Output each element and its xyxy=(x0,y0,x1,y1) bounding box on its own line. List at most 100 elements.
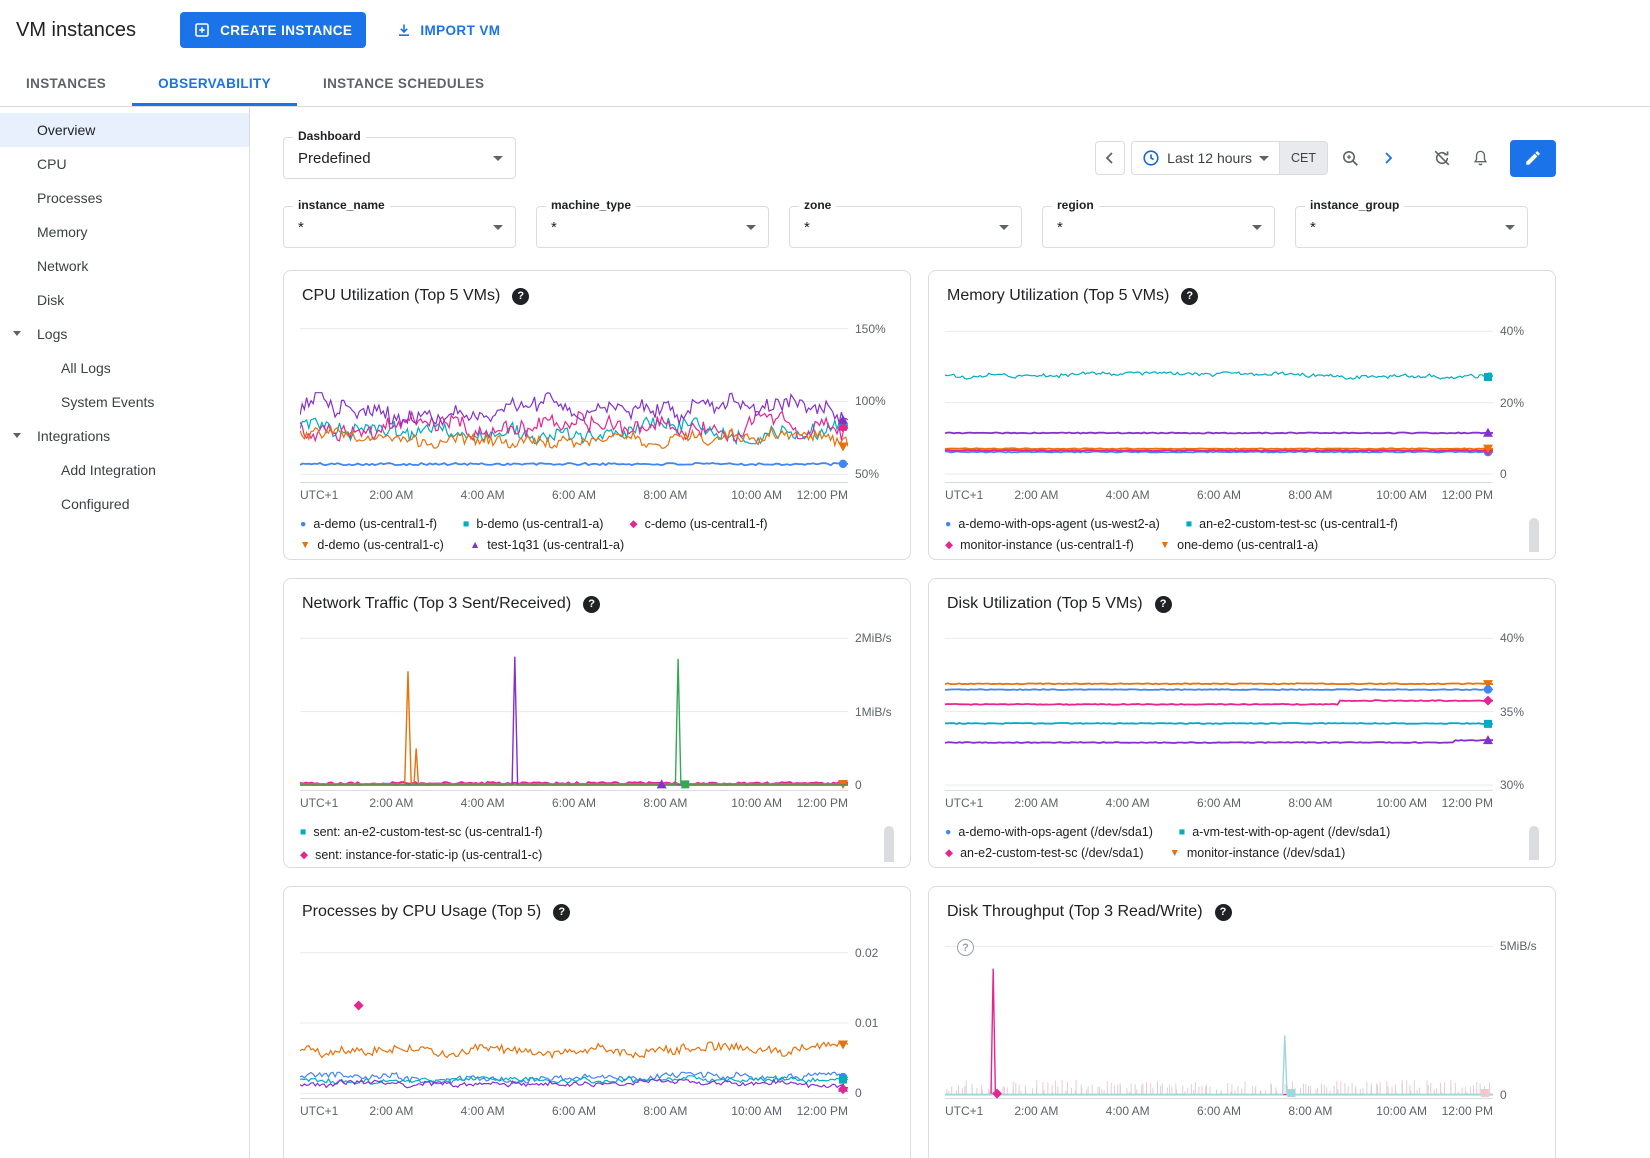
chart-title: Memory Utilization (Top 5 VMs) xyxy=(947,287,1170,304)
help-icon[interactable]: ? xyxy=(1181,287,1199,305)
timezone-badge[interactable]: CET xyxy=(1279,142,1327,174)
dashboard-toolbar: Last 12 hours CET xyxy=(1095,139,1556,177)
x-tick-label: 12:00 PM xyxy=(1441,488,1493,502)
chart-plot-area[interactable] xyxy=(945,625,1493,791)
x-tick-label: 12:00 PM xyxy=(1441,1104,1493,1118)
y-tick-label: 0 xyxy=(1500,1087,1507,1102)
chart-card-cpu-utilization: CPU Utilization (Top 5 VMs) ? 50% 100% 150… xyxy=(283,270,911,560)
legend-item[interactable]: ■ b-demo (us-central1-a) xyxy=(463,517,603,531)
x-axis-labels: UTC+1 2:00 AM 4:00 AM 6:00 AM 8:00 AM 10:00 A… xyxy=(945,1104,1493,1120)
zoom-chart-button[interactable] xyxy=(1334,142,1366,174)
chart-header: Processes by CPU Usage (Top 5) ? xyxy=(300,899,894,921)
import-vm-button[interactable]: IMPORT VM xyxy=(396,22,500,38)
sidebar-item-disk[interactable]: Disk xyxy=(0,283,249,317)
sidebar-item-processes[interactable]: Processes xyxy=(0,181,249,215)
caret-down-icon xyxy=(493,224,503,230)
legend-label: d-demo (us-central1-c) xyxy=(317,538,444,552)
x-tick-label: 2:00 AM xyxy=(369,1104,414,1118)
sidebar-item-all-logs[interactable]: All Logs xyxy=(0,351,249,385)
sidebar-item-integrations[interactable]: Integrations xyxy=(0,419,249,453)
time-range-selector[interactable]: Last 12 hours CET xyxy=(1131,141,1328,175)
legend-marker-square-icon: ■ xyxy=(1178,825,1186,838)
help-icon[interactable]: ? xyxy=(1154,595,1172,613)
legend-item[interactable]: ▼ one-demo (us-central1-a) xyxy=(1160,538,1318,552)
help-icon[interactable]: ? xyxy=(1214,903,1232,921)
caret-down-icon xyxy=(746,224,756,230)
chart-plot-area[interactable] xyxy=(300,317,848,483)
legend-item[interactable]: ■ sent: an-e2-custom-test-sc (us-central1… xyxy=(300,825,543,839)
filter-select-instance_name[interactable]: instance_name * xyxy=(283,199,516,248)
chart-plot-area[interactable] xyxy=(300,625,848,791)
filter-label: zone xyxy=(799,199,837,211)
sidebar-item-memory[interactable]: Memory xyxy=(0,215,249,249)
y-tick-label: 50% xyxy=(855,467,880,482)
sidebar-item-configured[interactable]: Configured xyxy=(0,487,249,521)
legend-item[interactable]: ■ a-vm-test-with-op-agent (/dev/sda1) xyxy=(1179,825,1390,839)
dashboard-select[interactable]: Dashboard Predefined xyxy=(283,130,516,179)
filter-select-zone[interactable]: zone * xyxy=(789,199,1022,248)
expander-arrow-icon[interactable] xyxy=(13,433,21,438)
chart-plot-area[interactable] xyxy=(945,317,1493,483)
time-range-main[interactable]: Last 12 hours xyxy=(1132,149,1279,167)
filter-select-instance_group[interactable]: instance_group * xyxy=(1295,199,1528,248)
time-forward-button[interactable] xyxy=(1372,142,1404,174)
legend-item[interactable]: ● a-demo-with-ops-agent (/dev/sda1) xyxy=(945,825,1153,839)
legend-item[interactable]: ◆ an-e2-custom-test-sc (/dev/sda1) xyxy=(945,846,1143,860)
filter-label: region xyxy=(1052,199,1099,211)
chart-plot-area[interactable]: ? xyxy=(945,933,1493,1099)
legend-scrollbar[interactable] xyxy=(1529,518,1539,552)
legend-item[interactable]: ◆ c-demo (us-central1-f) xyxy=(629,517,767,531)
tab-instances[interactable]: INSTANCES xyxy=(26,75,107,91)
sidebar-item-add-integration[interactable]: Add Integration xyxy=(0,453,249,487)
legend-scrollbar[interactable] xyxy=(884,826,894,862)
y-tick-label: 30% xyxy=(1500,778,1525,793)
help-icon[interactable]: ? xyxy=(957,939,974,956)
sidebar-item-logs[interactable]: Logs xyxy=(0,317,249,351)
help-icon[interactable]: ? xyxy=(512,287,530,305)
legend-item[interactable]: ▲ test-1q31 (us-central1-a) xyxy=(470,538,624,552)
sidebar-item-cpu[interactable]: CPU xyxy=(0,147,249,181)
main-content: Dashboard Predefined xyxy=(250,107,1650,1158)
time-back-button[interactable] xyxy=(1095,141,1126,175)
legend-item[interactable]: ● a-demo (us-central1-f) xyxy=(300,517,437,531)
sidebar-item-label: Add Integration xyxy=(61,462,156,478)
expander-arrow-icon[interactable] xyxy=(13,331,21,336)
edit-dashboard-button[interactable] xyxy=(1510,139,1556,177)
legend-item[interactable]: ● a-demo-with-ops-agent (us-west2-a) xyxy=(945,517,1160,531)
create-instance-button[interactable]: CREATE INSTANCE xyxy=(180,12,367,48)
help-icon[interactable]: ? xyxy=(553,903,571,921)
legend-marker-square-icon: ■ xyxy=(463,517,470,530)
y-tick-label: 100% xyxy=(855,394,886,409)
x-tick-label: 4:00 AM xyxy=(460,796,505,810)
legend-label: one-demo (us-central1-a) xyxy=(1177,538,1319,552)
legend-label: b-demo (us-central1-a) xyxy=(476,517,604,531)
x-tick-label: 2:00 AM xyxy=(1014,1104,1059,1118)
auto-refresh-off-button[interactable] xyxy=(1426,142,1458,174)
legend-scrollbar[interactable] xyxy=(1529,826,1539,860)
legend-label: an-e2-custom-test-sc (/dev/sda1) xyxy=(960,846,1144,860)
legend-item[interactable]: ▼ d-demo (us-central1-c) xyxy=(300,538,444,552)
tab-observability[interactable]: OBSERVABILITY xyxy=(132,60,297,106)
sidebar-item-network[interactable]: Network xyxy=(0,249,249,283)
sidebar-item-system-events[interactable]: System Events xyxy=(0,385,249,419)
legend-item[interactable]: ▼ monitor-instance (/dev/sda1) xyxy=(1169,846,1345,860)
filter-label: instance_group xyxy=(1305,199,1405,211)
legend-label: a-demo-with-ops-agent (/dev/sda1) xyxy=(958,825,1153,839)
filter-select-region[interactable]: region * xyxy=(1042,199,1275,248)
x-tick-label: 8:00 AM xyxy=(1288,1104,1333,1118)
legend-item[interactable]: ■ an-e2-custom-test-sc (us-central1-f) xyxy=(1186,517,1398,531)
chart-header: Disk Throughput (Top 3 Read/Write) ? xyxy=(945,899,1539,921)
filter-select-machine_type[interactable]: machine_type * xyxy=(536,199,769,248)
chart-canvas xyxy=(300,637,848,791)
legend-marker-tridown-icon: ▼ xyxy=(1159,538,1171,551)
chart-title: Network Traffic (Top 3 Sent/Received) xyxy=(302,595,572,612)
alerts-button[interactable] xyxy=(1464,142,1496,174)
help-icon[interactable]: ? xyxy=(583,595,601,613)
sidebar-item-overview[interactable]: Overview xyxy=(0,113,249,147)
legend-item[interactable]: ◆ monitor-instance (us-central1-f) xyxy=(945,538,1134,552)
chart-plot-area[interactable] xyxy=(300,933,848,1099)
y-tick-label: 150% xyxy=(855,321,886,336)
legend-item[interactable]: ◆ sent: instance-for-static-ip (us-centra… xyxy=(300,848,543,862)
tab-instance-schedules[interactable]: INSTANCE SCHEDULES xyxy=(322,75,485,91)
chart-title: CPU Utilization (Top 5 VMs) xyxy=(302,287,501,304)
